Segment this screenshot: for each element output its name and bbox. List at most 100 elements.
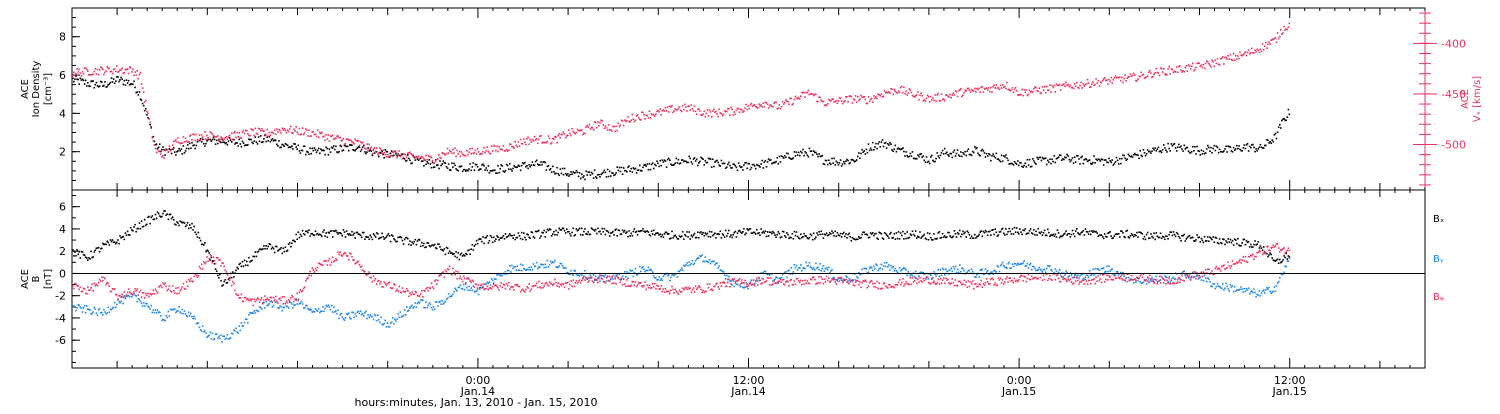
- velocity-point: [907, 92, 909, 94]
- density-point: [1124, 158, 1126, 160]
- density-point: [387, 151, 389, 153]
- bx-point: [274, 252, 276, 254]
- velocity-point: [723, 114, 725, 116]
- density-point: [139, 91, 141, 93]
- by-point: [139, 299, 141, 301]
- bx-point: [416, 244, 418, 246]
- bx-point: [793, 238, 795, 240]
- velocity-point: [836, 100, 838, 102]
- velocity-point: [1283, 26, 1285, 28]
- by-point: [1285, 266, 1287, 268]
- bx-point: [1025, 228, 1027, 230]
- by-point: [214, 338, 216, 340]
- velocity-point: [148, 118, 150, 120]
- density-point: [563, 174, 565, 176]
- by-point: [1079, 275, 1081, 277]
- velocity-point: [273, 133, 275, 135]
- density-point: [1094, 162, 1096, 164]
- density-point: [695, 160, 697, 162]
- bz-point: [433, 288, 435, 290]
- bx-point: [836, 236, 838, 238]
- by-point: [191, 316, 193, 318]
- velocity-point: [1132, 75, 1134, 77]
- bz-point: [134, 288, 136, 290]
- velocity-point: [1075, 85, 1077, 87]
- bx-point: [1231, 242, 1233, 244]
- by-point: [392, 317, 394, 319]
- density-point: [1144, 152, 1146, 154]
- velocity-point: [1113, 79, 1115, 81]
- by-point: [839, 280, 841, 282]
- bx-point: [364, 238, 366, 240]
- velocity-point: [1215, 60, 1217, 62]
- bz-point: [273, 297, 275, 299]
- bx-point: [460, 254, 462, 256]
- density-point: [114, 83, 116, 85]
- by-point: [972, 271, 974, 273]
- bz-point: [223, 266, 225, 268]
- bx-point: [448, 252, 450, 254]
- velocity-point: [363, 146, 365, 148]
- by-point: [287, 306, 289, 308]
- velocity-point: [1210, 66, 1212, 68]
- density-point: [343, 149, 345, 151]
- velocity-point: [124, 72, 126, 74]
- velocity-point: [296, 131, 298, 133]
- bz-point: [144, 297, 146, 299]
- density-point: [272, 138, 274, 140]
- by-point: [814, 269, 816, 271]
- density-point: [312, 148, 314, 150]
- density-point: [87, 82, 89, 84]
- bx-point: [654, 234, 656, 236]
- by-point: [1288, 260, 1290, 262]
- by-point: [703, 261, 705, 263]
- bx-point: [764, 232, 766, 234]
- velocity-point: [614, 131, 616, 133]
- by-point: [216, 333, 218, 335]
- bx-point: [795, 235, 797, 237]
- bx-point: [666, 232, 668, 234]
- bx-point: [570, 235, 572, 237]
- density-point: [923, 155, 925, 157]
- by-point: [208, 335, 210, 337]
- by-point: [1209, 281, 1211, 283]
- bx-point: [906, 231, 908, 233]
- bx-point: [745, 232, 747, 234]
- velocity-point: [372, 153, 374, 155]
- velocity-point: [840, 98, 842, 100]
- velocity-point: [388, 156, 390, 158]
- velocity-point: [1101, 82, 1103, 84]
- by-point: [884, 262, 886, 264]
- bx-point: [627, 236, 629, 238]
- bz-point: [94, 283, 96, 285]
- by-point: [598, 276, 600, 278]
- velocity-point: [1190, 68, 1192, 70]
- bx-point: [1278, 262, 1280, 264]
- by-point: [536, 262, 538, 264]
- by-point: [189, 315, 191, 317]
- by-point: [78, 304, 80, 306]
- bx-point: [459, 259, 461, 261]
- bx-point: [188, 228, 190, 230]
- density-point: [1091, 163, 1093, 165]
- velocity-point: [74, 74, 76, 76]
- velocity-point: [692, 108, 694, 110]
- velocity-point: [438, 154, 440, 156]
- density-point: [177, 150, 179, 152]
- by-point: [718, 265, 720, 267]
- density-point: [1075, 161, 1077, 163]
- velocity-axis-label-line2: Vₓ [km/s]: [1472, 76, 1483, 122]
- velocity-point: [593, 129, 595, 131]
- velocity-point: [1129, 76, 1131, 78]
- bx-point: [927, 232, 929, 234]
- density-point: [697, 165, 699, 167]
- velocity-point: [1191, 65, 1193, 67]
- bx-point: [74, 251, 76, 253]
- density-point: [1063, 159, 1065, 161]
- density-point: [120, 77, 122, 79]
- density-point: [236, 142, 238, 144]
- velocity-point: [412, 154, 414, 156]
- by-point: [373, 319, 375, 321]
- by-point: [96, 312, 98, 314]
- bx-point: [1007, 231, 1009, 233]
